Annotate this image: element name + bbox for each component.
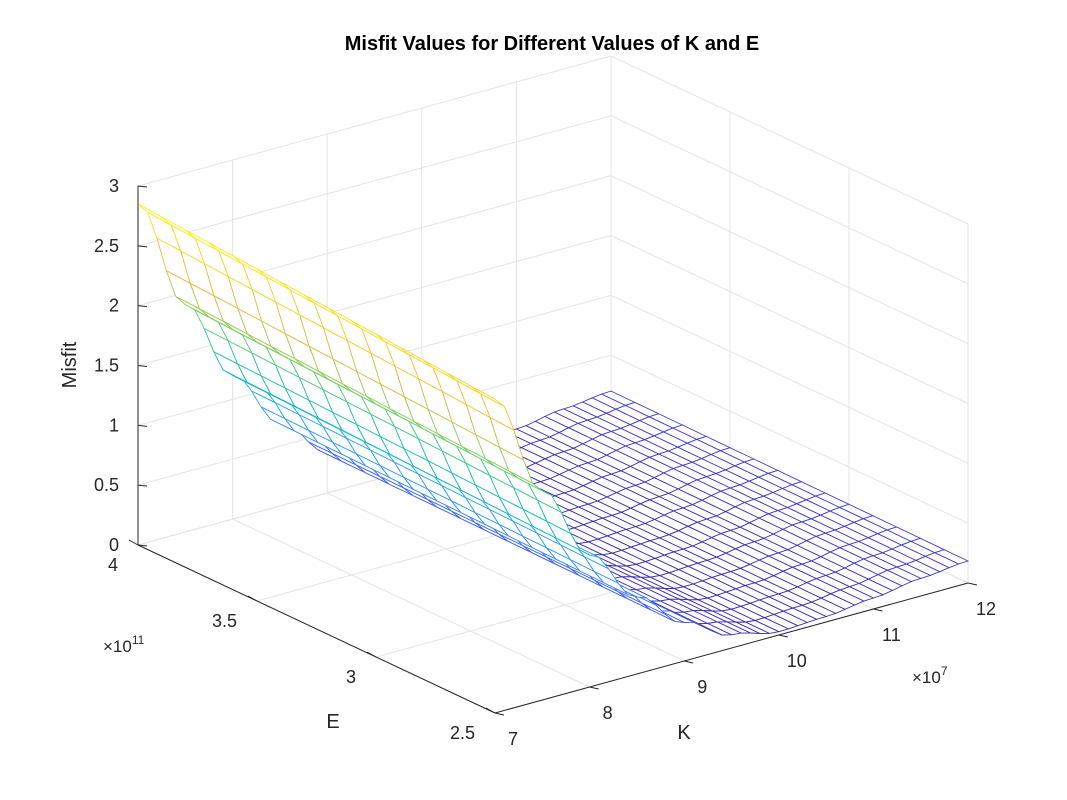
z-tick [137,365,148,367]
sidewall-gridline-z [610,55,969,225]
z-tick-label: 1 [109,415,119,435]
z-tick [137,424,148,427]
floor-gridline-x [232,518,590,688]
y-tick [128,539,139,546]
sidewall-gridline-z [610,294,969,464]
x-tick-label: 9 [697,677,707,697]
y-axis-label: E [326,711,339,733]
surface-mesh [137,203,970,636]
z-tick-label: 3 [109,176,119,196]
sidewall-gridline-z [610,175,969,345]
x-tick-label: 11 [882,625,901,645]
x-tick [967,582,978,586]
z-tick [137,544,148,547]
x-axis-label: K [677,722,691,744]
x-axis-line [494,582,969,714]
sidewall-gridline-z [610,235,969,404]
y-tick-label: 3 [346,667,356,687]
sidewall-gridline-z [610,115,969,285]
x-tick-label: 8 [603,703,613,723]
z-tick [137,245,148,248]
x-tick [778,634,788,638]
sidewall-gridline-z [610,354,969,524]
y-tick-label: 4 [108,555,118,575]
z-tick-label: 0.5 [94,475,119,495]
y-axis-line [137,544,496,714]
z-tick [137,185,148,188]
z-tick-label: 1.5 [94,356,119,376]
y-tick [366,651,377,658]
x-axis-multiplier: ×107 [912,664,948,687]
x-tick-label: 12 [976,599,996,619]
x-tick-label: 7 [508,729,518,749]
y-tick [485,707,496,714]
axis-layer [128,185,978,716]
text-layer: Misfit Values for Different Values of K … [59,33,996,749]
surface-cell [470,385,505,407]
y-tick [247,595,258,602]
z-tick [137,305,148,308]
z-tick-label: 2 [109,296,119,316]
y-axis-multiplier: ×1011 [103,633,145,656]
y-tick-label: 3.5 [212,611,237,631]
z-tick-label: 0 [109,535,119,555]
floor-gridline-x [326,492,685,662]
x-tick [873,608,883,612]
x-tick [589,686,599,690]
y-tick-label: 2.5 [450,723,475,743]
backwall-gridline-z [137,55,612,187]
z-axis-label: Misfit [59,341,81,388]
x-tick-label: 10 [787,651,807,671]
chart-title: Misfit Values for Different Values of K … [345,33,760,55]
x-tick [494,712,505,716]
z-tick-label: 2.5 [94,236,119,256]
z-tick [137,484,148,487]
x-tick [684,660,694,664]
backwall-gridline-z [137,115,612,247]
